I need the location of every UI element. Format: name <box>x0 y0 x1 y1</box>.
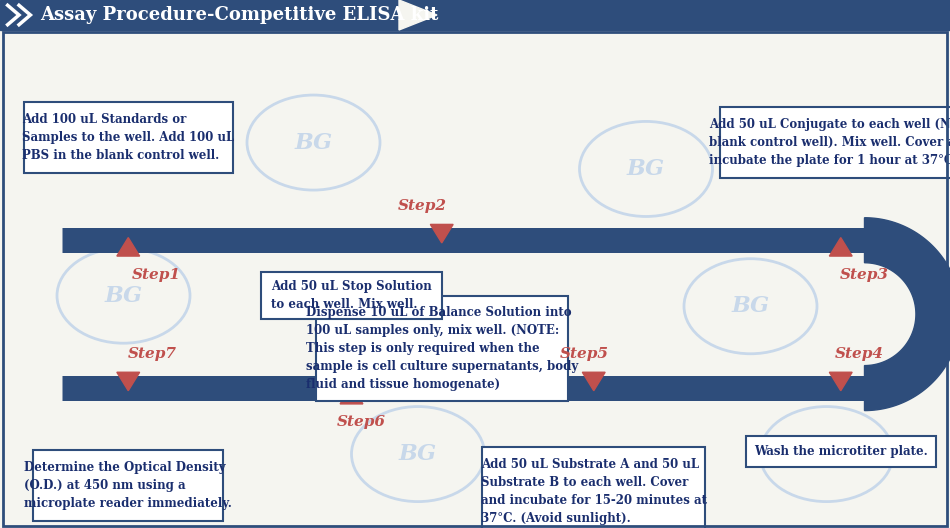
Text: Determine the Optical Density
(O.D.) at 450 nm using a
microplate reader immedia: Determine the Optical Density (O.D.) at … <box>25 461 232 510</box>
Bar <box>261 272 442 319</box>
Bar <box>746 436 936 467</box>
Polygon shape <box>340 385 363 404</box>
Bar <box>315 296 568 401</box>
Polygon shape <box>829 238 852 256</box>
Polygon shape <box>864 218 950 411</box>
Polygon shape <box>430 224 453 243</box>
Text: Add 100 uL Standards or
Samples to the well. Add 100 uL
PBS in the blank control: Add 100 uL Standards or Samples to the w… <box>22 113 235 162</box>
Polygon shape <box>117 372 140 391</box>
Text: Step1: Step1 <box>132 268 181 281</box>
Text: Step3: Step3 <box>840 268 889 281</box>
Text: BG: BG <box>399 443 437 465</box>
Bar <box>24 101 233 173</box>
Text: BG: BG <box>104 285 142 307</box>
Text: BG: BG <box>294 131 332 154</box>
Polygon shape <box>117 238 140 256</box>
Polygon shape <box>582 372 605 391</box>
Text: Step5: Step5 <box>560 347 609 361</box>
Text: Step2: Step2 <box>398 199 447 213</box>
Text: Add 50 uL Conjugate to each well (NOT
blank control well). Mix well. Cover and
i: Add 50 uL Conjugate to each well (NOT bl… <box>710 118 950 167</box>
Polygon shape <box>829 372 852 391</box>
Bar <box>483 447 705 528</box>
Text: Step4: Step4 <box>835 347 884 361</box>
Text: Dispense 10 uL of Balance Solution into
100 uL samples only, mix well. (NOTE:
Th: Dispense 10 uL of Balance Solution into … <box>306 306 578 391</box>
Text: BG: BG <box>808 443 846 465</box>
Text: Add 50 uL Stop Solution
to each well. Mix well.: Add 50 uL Stop Solution to each well. Mi… <box>271 280 432 311</box>
Text: BG: BG <box>732 295 770 317</box>
Text: Add 50 uL Substrate A and 50 uL
Substrate B to each well. Cover
and incubate for: Add 50 uL Substrate A and 50 uL Substrat… <box>481 458 707 524</box>
Text: Step6: Step6 <box>336 416 386 429</box>
Bar <box>720 107 950 178</box>
Polygon shape <box>399 0 437 30</box>
Bar <box>33 450 223 522</box>
Text: Step7: Step7 <box>127 347 177 361</box>
Text: Wash the microtiter plate.: Wash the microtiter plate. <box>754 445 927 458</box>
Text: Assay Procedure-Competitive ELISA kit: Assay Procedure-Competitive ELISA kit <box>40 6 438 24</box>
Bar <box>0 0 950 30</box>
Text: BG: BG <box>627 158 665 180</box>
